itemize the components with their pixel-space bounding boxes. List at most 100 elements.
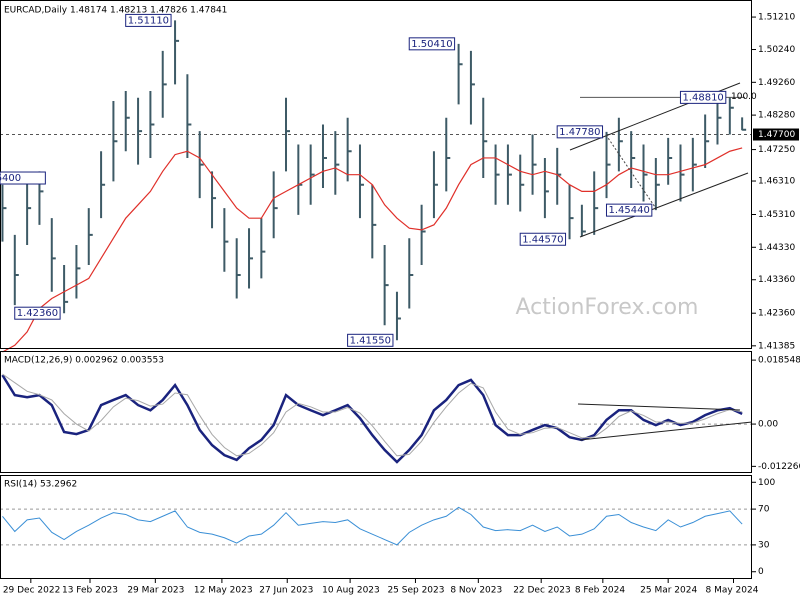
ohlc-bar: [211, 171, 217, 229]
ohlc-bar: [285, 97, 291, 172]
ohlc-bar: [383, 244, 389, 326]
price-annotation: 1.44570: [522, 234, 563, 245]
ohlc-bar: [531, 134, 537, 195]
fib-label: 100.0: [731, 92, 757, 102]
price-annotation-box: [347, 333, 394, 347]
macd-trend-lower: [579, 421, 753, 441]
ohlc-bar: [482, 97, 488, 179]
price-annotation-box: [408, 37, 456, 51]
ohlc-bar: [630, 131, 636, 189]
ohlc-bar: [457, 43, 463, 105]
y-tick-label: -0.012266: [758, 462, 800, 472]
x-tick-label: 10 Aug 2023: [322, 586, 380, 596]
ohlc-bar: [186, 74, 192, 158]
ohlc-bar: [728, 97, 734, 135]
ohlc-bar: [704, 114, 710, 168]
ohlc-bar: [420, 204, 426, 266]
ohlc-bar: [568, 184, 574, 240]
y-tick-label: 70: [758, 505, 770, 515]
ohlc-bar: [272, 171, 278, 239]
plot-layer: [0, 20, 752, 546]
x-tick-label: 8 Feb 2024: [575, 586, 626, 596]
macd-trend-upper: [577, 403, 741, 411]
price-title: EURCAD,Daily 1.48174 1.48213 1.47826 1.4…: [4, 6, 227, 16]
ohlc-bar: [494, 144, 500, 205]
ohlc-bar: [309, 144, 315, 205]
price-annotation-box: [679, 90, 727, 104]
ohlc-bar: [137, 97, 143, 165]
x-tick-label: 8 May 2024: [706, 586, 759, 596]
y-tick-label: 1.41385: [758, 341, 795, 351]
y-tick-label: 1.45310: [758, 210, 795, 220]
y-tick-label: 30: [758, 540, 770, 550]
y-tick-label: 0: [758, 567, 764, 577]
ohlc-bar: [716, 97, 722, 145]
ohlc-bar: [223, 208, 229, 272]
price-annotation: 1.42360: [17, 308, 58, 319]
last-price-box: [753, 128, 799, 141]
ohlc-bar: [75, 244, 81, 299]
ohlc-bar: [63, 265, 69, 314]
moving-average: [2, 147, 743, 353]
price-annotation: 1.51110: [128, 15, 169, 26]
price-annotation-box: [519, 232, 567, 246]
ohlc-bar: [198, 131, 204, 199]
y-tick-label: 1.48280: [758, 111, 795, 121]
y-tick-label: 1.43360: [758, 275, 795, 285]
y-tick-label: 1.51210: [758, 13, 795, 23]
macd-title: MACD(12,26,9) 0.002962 0.003553: [4, 356, 164, 366]
ohlc-bar: [506, 144, 512, 205]
series-line: [2, 373, 743, 457]
price-annotation-box: [125, 13, 172, 27]
y-tick-label: 1.44330: [758, 243, 795, 253]
macd-frame: [0, 351, 752, 473]
ohlc-bar: [445, 117, 451, 192]
rsi-frame: [0, 475, 752, 579]
ohlc-bar: [667, 137, 673, 185]
ohlc-bar: [100, 151, 106, 219]
ohlc-bar: [605, 131, 611, 199]
ohlc-bar: [741, 117, 747, 131]
price-annotation-box: [605, 203, 653, 217]
y-tick-label: 1.46310: [758, 177, 795, 187]
price-annotation: 1.46400: [0, 173, 21, 184]
y-tick-label: 0.00: [758, 420, 778, 430]
ohlc-bar: [408, 238, 414, 309]
last-price-label: 1.47700: [758, 130, 795, 140]
price-annotation: 1.48810: [682, 92, 723, 103]
ohlc-bar: [174, 20, 180, 85]
x-tick-label: 29 Mar 2023: [127, 586, 184, 596]
x-tick-label: 29 Dec 2022: [3, 586, 61, 596]
ohlc-bar: [161, 50, 167, 118]
ohlc-bar: [358, 144, 364, 219]
rsi-title: RSI(14) 53.2962: [4, 480, 77, 490]
ohlc-bar: [432, 151, 438, 219]
y-tick-label: 1.47250: [758, 145, 795, 155]
ohlc-bar: [469, 50, 475, 125]
ohlc-bar: [654, 157, 660, 211]
x-tick-label: 22 Dec 2023: [513, 586, 571, 596]
watermark: ActionForex.com: [516, 295, 699, 320]
ohlc-bar: [679, 144, 685, 202]
swing-connector: [605, 134, 656, 208]
y-tick-label: 1.42360: [758, 309, 795, 319]
series-line: [2, 506, 743, 546]
x-tick-label: 25 Mar 2024: [640, 586, 697, 596]
ohlc-bar: [26, 178, 32, 245]
ohlc-bar: [321, 124, 327, 189]
ohlc-bar: [149, 91, 155, 158]
ohlc-bar: [1, 184, 7, 242]
price-annotation: 1.47780: [559, 127, 600, 138]
channel-lower: [579, 172, 749, 238]
price-annotation-box: [0, 171, 46, 185]
ohlc-bar: [543, 157, 549, 219]
x-tick-label: 27 Jun 2023: [259, 586, 313, 596]
price-annotation: 1.45440: [608, 205, 649, 216]
x-tick-label: 13 Feb 2023: [62, 586, 118, 596]
y-tick-label: 1.50240: [758, 45, 795, 55]
ohlc-bar: [617, 117, 623, 172]
ohlc-bar: [124, 91, 130, 152]
y-tick-label: 0.018548: [758, 356, 800, 366]
